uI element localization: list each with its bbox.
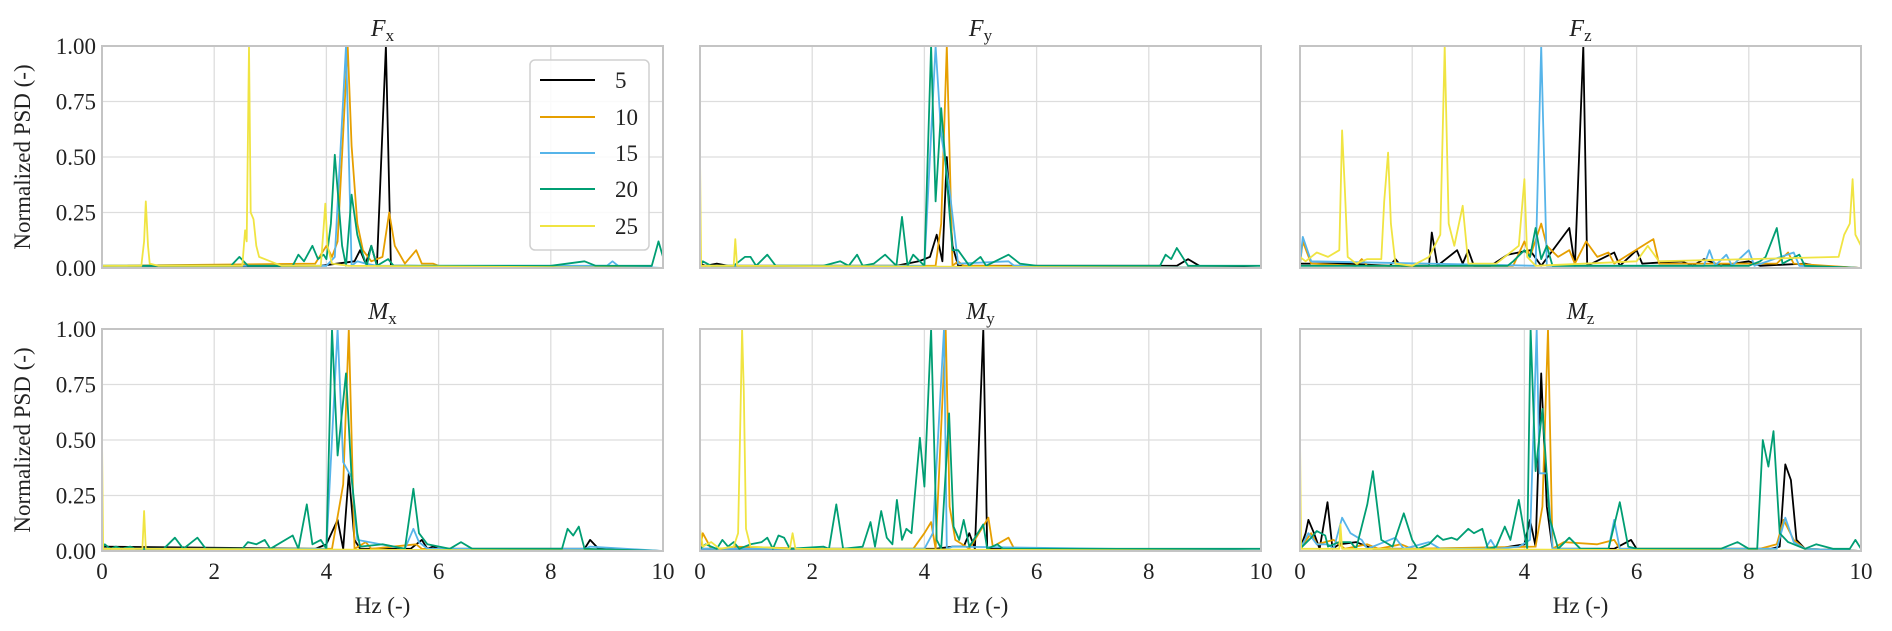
title-main: F bbox=[968, 16, 984, 42]
x-tick-label: 2 bbox=[1406, 559, 1418, 584]
x-tick-label: 10 bbox=[652, 559, 675, 584]
axes-frame bbox=[101, 328, 664, 552]
legend-entry-5: 5 bbox=[540, 68, 627, 93]
y-tick-label: 0.75 bbox=[56, 373, 96, 398]
series-group bbox=[102, 45, 663, 269]
legend-entry-15: 15 bbox=[540, 141, 638, 166]
title-main: F bbox=[1568, 16, 1584, 42]
x-tick-label: 4 bbox=[1519, 559, 1531, 584]
subplot-title: My bbox=[965, 299, 995, 328]
y-tick-label: 0.50 bbox=[56, 428, 96, 453]
y-tick-label: 0.25 bbox=[56, 484, 96, 509]
y-tick-label: 0.00 bbox=[56, 539, 96, 564]
series-line-20 bbox=[700, 45, 1261, 267]
subplot-title: Mz bbox=[1566, 299, 1595, 328]
legend-label: 25 bbox=[615, 214, 638, 239]
subplot-Mx: Mx 0.00 0.25 0.50 0.75 1.00 Normalized PSD (-)… bbox=[10, 299, 675, 618]
series-line-10 bbox=[700, 45, 1261, 269]
legend-box bbox=[529, 59, 650, 251]
subplot-title: Fz bbox=[1568, 16, 1592, 45]
x-tick-label: 0 bbox=[96, 559, 108, 584]
x-tick-label: 8 bbox=[545, 559, 557, 584]
series-group bbox=[1300, 328, 1861, 552]
axes-frame bbox=[1299, 45, 1862, 269]
x-tick-label: 4 bbox=[321, 559, 333, 584]
axes-frame bbox=[699, 45, 1262, 269]
x-tick-label: 4 bbox=[919, 559, 931, 584]
series-line-20 bbox=[700, 328, 1261, 550]
x-tick-label: 6 bbox=[433, 559, 445, 584]
x-tick-label: 2 bbox=[208, 559, 220, 584]
series-line-10 bbox=[1300, 222, 1861, 269]
x-tick-label: 0 bbox=[694, 559, 706, 584]
x-tick-label: 6 bbox=[1631, 559, 1643, 584]
series-line-5 bbox=[1300, 372, 1861, 552]
subplot-Fy: Fy bbox=[699, 16, 1262, 269]
title-main: M bbox=[1566, 299, 1589, 325]
legend-entry-20: 20 bbox=[540, 177, 638, 202]
subplot-Fx: Fx 0.00 0.25 0.50 0.75 1.00 Normalized PSD (-)… bbox=[10, 16, 664, 281]
axes-frame bbox=[101, 45, 664, 269]
legend-label: 5 bbox=[615, 68, 627, 93]
legend-entry-10: 10 bbox=[540, 105, 638, 130]
y-axis-label: Normalized PSD (-) bbox=[10, 64, 35, 249]
subplot-Fz: Fz bbox=[1299, 16, 1862, 269]
x-tick-label: 8 bbox=[1743, 559, 1755, 584]
subplot-Mz: Mz 0 2 4 6 8 10 Hz (-) bbox=[1294, 299, 1872, 618]
x-tick-label: 0 bbox=[1294, 559, 1306, 584]
series-line-15 bbox=[102, 45, 663, 269]
title-main: M bbox=[965, 299, 988, 325]
x-tick-label: 10 bbox=[1250, 559, 1273, 584]
title-subscript: x bbox=[386, 26, 395, 45]
legend-label: 20 bbox=[615, 177, 638, 202]
subplot-My: My 0 2 4 6 8 10 Hz (-) bbox=[694, 299, 1272, 618]
x-axis-label: Hz (-) bbox=[1553, 593, 1609, 618]
y-tick-label: 0.75 bbox=[56, 90, 96, 115]
y-tick-label: 1.00 bbox=[56, 34, 96, 59]
axes-frame bbox=[1299, 328, 1862, 552]
y-tick-label: 0.00 bbox=[56, 256, 96, 281]
subplot-title: Fx bbox=[370, 16, 395, 45]
title-subscript: z bbox=[1587, 309, 1595, 328]
title-subscript: y bbox=[984, 26, 993, 45]
title-subscript: z bbox=[1584, 26, 1592, 45]
series-line-5 bbox=[700, 156, 1261, 269]
legend-label: 15 bbox=[615, 141, 638, 166]
y-tick-label: 0.50 bbox=[56, 145, 96, 170]
axes-frame bbox=[699, 328, 1262, 552]
title-main: M bbox=[367, 299, 390, 325]
y-tick-label: 1.00 bbox=[56, 317, 96, 342]
y-axis-label: Normalized PSD (-) bbox=[10, 347, 35, 532]
y-tick-label: 0.25 bbox=[56, 201, 96, 226]
legend-label: 10 bbox=[615, 105, 638, 130]
series-line-15 bbox=[1300, 328, 1861, 552]
series-line-5 bbox=[102, 472, 663, 552]
x-tick-label: 6 bbox=[1031, 559, 1043, 584]
title-main: F bbox=[370, 16, 386, 42]
series-line-15 bbox=[700, 45, 1261, 269]
series-line-20 bbox=[1300, 328, 1861, 550]
x-axis-label: Hz (-) bbox=[355, 593, 411, 618]
legend-entry-25: 25 bbox=[540, 214, 638, 239]
subplot-title: Fy bbox=[968, 16, 993, 45]
subplot-title: Mx bbox=[367, 299, 397, 328]
series-line-10 bbox=[102, 45, 663, 269]
x-axis-label: Hz (-) bbox=[953, 593, 1009, 618]
title-subscript: x bbox=[388, 309, 397, 328]
x-tick-label: 2 bbox=[806, 559, 818, 584]
series-line-25 bbox=[102, 45, 663, 269]
x-tick-label: 10 bbox=[1850, 559, 1873, 584]
title-subscript: y bbox=[986, 309, 995, 328]
x-tick-label: 8 bbox=[1143, 559, 1155, 584]
legend: 5 10 15 20 25 bbox=[529, 59, 650, 251]
